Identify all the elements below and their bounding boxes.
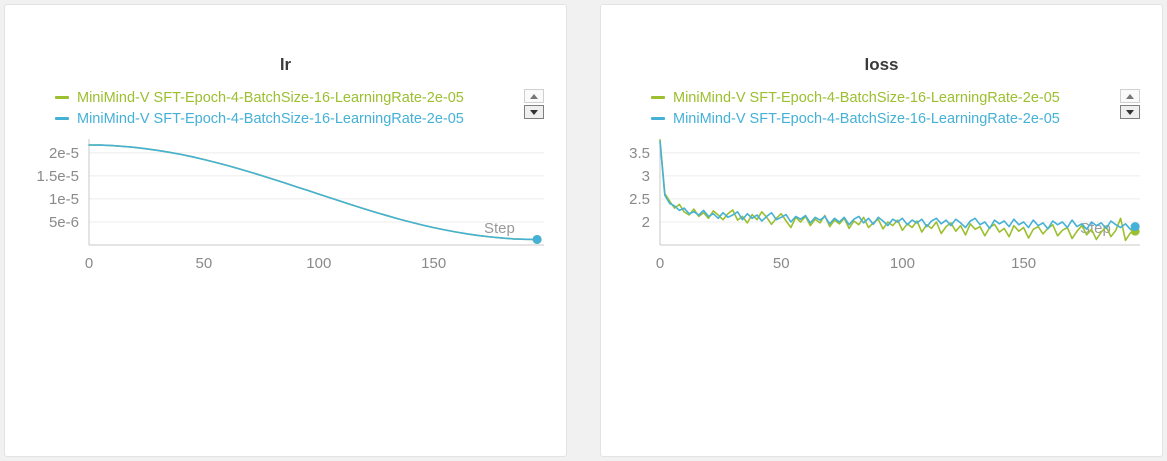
triangle-up-icon (1126, 93, 1134, 99)
svg-text:Step: Step (484, 220, 515, 237)
svg-text:50: 50 (196, 255, 213, 272)
lr-chart-plot[interactable]: 5e-6 1e-5 1.5e-5 2e-5 0 50 100 150 Step (11, 133, 560, 283)
legend-item-label: MiniMind-V SFT-Epoch-4-BatchSize-16-Lear… (77, 89, 464, 106)
svg-text:150: 150 (1011, 255, 1036, 272)
legend-color-dash (55, 96, 69, 99)
legend-color-dash (651, 96, 665, 99)
lr-chart-panel: lr MiniMind-V SFT-Epoch-4-BatchSize-16-L… (4, 4, 567, 457)
svg-text:1e-5: 1e-5 (49, 191, 79, 208)
legend-color-dash (55, 117, 69, 120)
legend-item-label: MiniMind-V SFT-Epoch-4-BatchSize-16-Lear… (673, 110, 1060, 127)
legend-scroll-spinner (1120, 89, 1140, 119)
svg-text:2: 2 (642, 214, 650, 231)
loss-chart-title: loss (864, 55, 899, 74)
triangle-down-icon (530, 109, 538, 115)
svg-text:3: 3 (642, 168, 650, 185)
svg-text:1.5e-5: 1.5e-5 (36, 168, 79, 185)
legend-item[interactable]: MiniMind-V SFT-Epoch-4-BatchSize-16-Lear… (651, 108, 1102, 129)
legend-scroll-spinner (524, 89, 544, 119)
legend-item[interactable]: MiniMind-V SFT-Epoch-4-BatchSize-16-Lear… (55, 87, 506, 108)
svg-text:50: 50 (773, 255, 790, 272)
svg-text:0: 0 (85, 255, 93, 272)
legend-item[interactable]: MiniMind-V SFT-Epoch-4-BatchSize-16-Lear… (651, 87, 1102, 108)
scroll-down-button[interactable] (1120, 105, 1140, 119)
triangle-down-icon (1126, 109, 1134, 115)
svg-text:5e-6: 5e-6 (49, 214, 79, 231)
svg-text:3.5: 3.5 (629, 145, 650, 162)
scroll-down-button[interactable] (524, 105, 544, 119)
loss-chart-panel: loss MiniMind-V SFT-Epoch-4-BatchSize-16… (600, 4, 1163, 457)
lr-chart-title: lr (279, 55, 292, 74)
triangle-up-icon (530, 93, 538, 99)
scroll-up-button[interactable] (524, 89, 544, 103)
svg-text:0: 0 (656, 255, 664, 272)
svg-text:100: 100 (306, 255, 331, 272)
svg-text:2.5: 2.5 (629, 191, 650, 208)
loss-legend: MiniMind-V SFT-Epoch-4-BatchSize-16-Lear… (601, 87, 1162, 129)
legend-item-label: MiniMind-V SFT-Epoch-4-BatchSize-16-Lear… (673, 89, 1060, 106)
svg-text:2e-5: 2e-5 (49, 145, 79, 162)
scroll-up-button[interactable] (1120, 89, 1140, 103)
svg-text:100: 100 (890, 255, 915, 272)
lr-legend: MiniMind-V SFT-Epoch-4-BatchSize-16-Lear… (5, 87, 566, 129)
legend-color-dash (651, 117, 665, 120)
legend-item[interactable]: MiniMind-V SFT-Epoch-4-BatchSize-16-Lear… (55, 108, 506, 129)
legend-item-label: MiniMind-V SFT-Epoch-4-BatchSize-16-Lear… (77, 110, 464, 127)
svg-text:150: 150 (421, 255, 446, 272)
